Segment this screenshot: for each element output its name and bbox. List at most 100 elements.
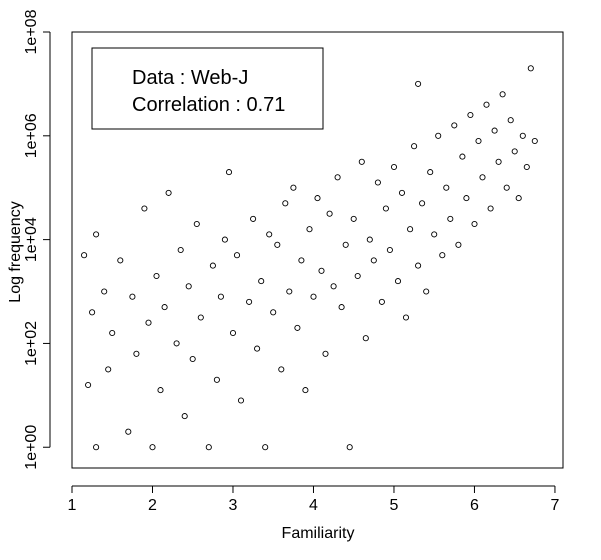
data-point-97 [491,127,498,134]
data-point-17 [161,304,168,311]
data-point-77 [415,262,422,269]
y-tick-label-2: 1e+04 [23,217,40,262]
data-point-71 [390,163,398,171]
point-layer [81,65,538,451]
data-point-89 [459,153,466,160]
data-point-70 [386,246,393,254]
x-tick-label-0: 1 [68,497,77,514]
data-point-78 [415,80,422,87]
data-point-93 [475,137,482,145]
data-point-76 [411,143,418,150]
data-point-42 [274,241,281,248]
data-point-11 [133,350,140,357]
data-point-95 [483,101,490,108]
data-point-63 [358,158,365,165]
data-point-7 [109,329,116,337]
data-point-99 [499,91,506,98]
data-point-37 [254,345,261,352]
data-point-107 [531,137,538,145]
data-point-13 [145,319,152,326]
x-tick-label-2: 3 [229,497,238,514]
data-point-47 [294,324,301,331]
data-point-51 [310,293,317,300]
data-point-19 [173,340,180,347]
data-point-79 [419,200,426,207]
y-axis: 1e+00 1e+02 1e+04 1e+06 1e+08 [23,9,51,470]
y-tick-label-0: 1e+00 [23,425,40,470]
data-point-21 [181,413,188,420]
data-point-56 [330,283,337,290]
data-point-69 [382,205,389,212]
data-point-101 [507,117,514,124]
data-point-59 [342,241,349,248]
data-point-32 [229,329,237,337]
data-point-80 [423,288,430,295]
data-point-62 [354,272,361,280]
data-point-91 [467,111,474,119]
data-point-22 [185,283,192,290]
data-point-52 [314,195,321,202]
data-point-96 [487,205,494,212]
data-point-26 [205,444,212,451]
data-point-35 [246,298,253,305]
data-point-0 [81,252,88,259]
y-tick-label-3: 1e+06 [23,113,40,158]
data-point-94 [479,174,486,181]
data-point-57 [334,174,341,181]
data-point-58 [338,304,345,311]
data-point-83 [435,132,442,139]
data-point-20 [177,246,184,254]
x-axis: 1 2 3 4 5 6 7 [68,485,559,514]
data-point-85 [443,184,450,191]
x-axis-title: Familiarity [282,525,355,542]
y-axis-title: Log frequency [7,201,24,302]
data-point-44 [282,200,289,207]
data-point-25 [197,314,204,321]
data-point-105 [523,163,530,171]
data-point-14 [149,444,156,451]
data-point-40 [266,231,273,238]
data-point-5 [101,288,108,295]
data-point-82 [431,231,438,238]
data-point-1 [85,381,92,389]
data-point-84 [439,252,446,259]
data-point-90 [463,195,470,202]
data-point-61 [350,215,357,222]
data-point-64 [362,335,369,342]
data-point-106 [527,65,534,72]
data-point-36 [250,215,257,222]
data-point-23 [189,355,196,363]
data-point-31 [225,169,233,176]
data-point-104 [519,132,526,139]
data-point-28 [213,376,220,383]
data-point-38 [258,278,265,285]
data-point-88 [455,241,462,248]
x-tick-label-4: 5 [390,497,399,514]
x-tick-label-1: 2 [148,497,157,514]
data-point-86 [447,215,454,222]
y-tick-label-4: 1e+08 [23,9,40,54]
data-point-39 [262,444,269,451]
data-point-12 [141,205,148,212]
legend-box: Data : Web-J Correlation : 0.71 [91,47,324,130]
data-point-9 [125,428,132,435]
data-point-60 [346,444,353,451]
data-point-75 [407,226,414,233]
data-point-67 [374,179,381,186]
data-point-68 [378,298,385,305]
x-tick-label-3: 4 [309,497,318,514]
data-point-103 [515,195,522,202]
data-point-48 [298,257,305,264]
data-point-34 [237,397,245,404]
data-point-50 [306,226,313,233]
data-point-41 [270,309,277,316]
data-point-81 [427,169,434,176]
data-point-4 [93,231,100,238]
x-tick-label-5: 6 [470,497,479,514]
data-point-72 [394,278,402,285]
legend-data-label: Data : Web-J [132,67,248,89]
data-point-55 [326,210,333,217]
data-point-33 [233,252,241,259]
data-point-87 [451,122,458,129]
